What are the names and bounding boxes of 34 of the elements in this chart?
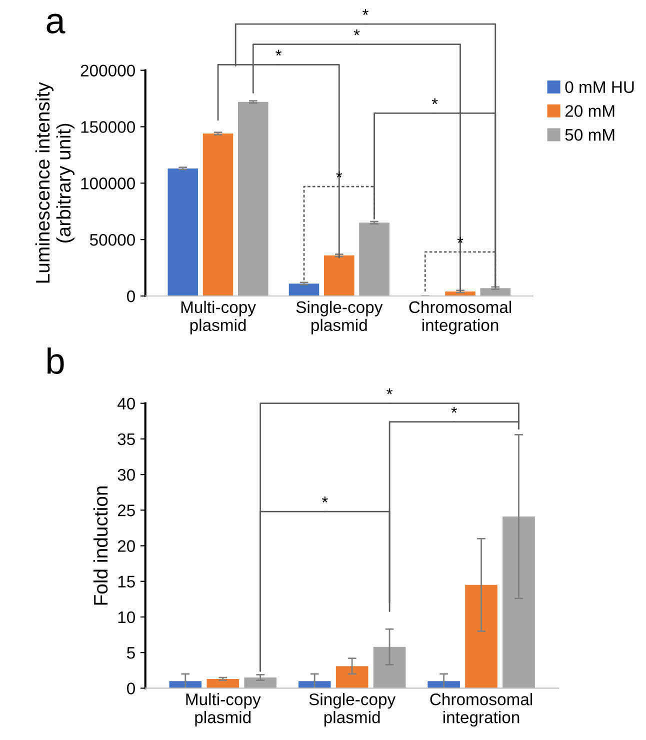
x-tick-label: Chromosomal integration xyxy=(409,300,512,334)
y-tick-label: 40 xyxy=(117,398,135,410)
x-tick-label: Multi-copy plasmid xyxy=(186,693,261,727)
chart-title: a xyxy=(46,14,66,34)
chart-title: b xyxy=(48,347,64,374)
y-tick-label: 0 xyxy=(127,682,135,694)
y-tick-label: 100000 xyxy=(81,178,135,190)
text: * xyxy=(354,29,360,36)
legend-label: 0 mM HU xyxy=(565,81,634,94)
y-tick-label: 20 xyxy=(118,540,135,552)
y-tick-label: 0 xyxy=(127,290,135,302)
text: * xyxy=(276,50,282,56)
y-tick-label: 10 xyxy=(118,611,135,624)
x-tick-label: Chromosomal integration xyxy=(430,693,532,727)
text: * xyxy=(362,9,368,15)
y-tick-label: 25 xyxy=(118,504,135,516)
x-tick-label: Multi-copy plasmid xyxy=(181,300,256,334)
annotation: * xyxy=(432,98,438,104)
annotation: * xyxy=(322,496,328,502)
y-tick-label: 30 xyxy=(118,468,135,481)
annotation: * xyxy=(451,406,458,413)
x-tick-label: Single-copy plasmid xyxy=(309,693,396,727)
x-tick-label: Single-copy plasmid xyxy=(296,300,383,334)
y-axis-title: Luminescence intensity (arbitrary unit) xyxy=(35,82,74,283)
y-tick-label: 150000 xyxy=(81,121,135,133)
y-tick-label: 35 xyxy=(118,433,135,446)
legend-label: 20 mM xyxy=(565,105,614,117)
y-tick-label: 200000 xyxy=(80,64,135,77)
text: * xyxy=(386,388,393,394)
legend-label: 50 mM xyxy=(565,128,614,141)
y-tick-label: 15 xyxy=(118,576,135,588)
y-axis-title: Fold induction xyxy=(93,486,108,605)
y-tick-label: 50000 xyxy=(90,234,135,246)
y-tick-label: 5 xyxy=(127,647,135,659)
